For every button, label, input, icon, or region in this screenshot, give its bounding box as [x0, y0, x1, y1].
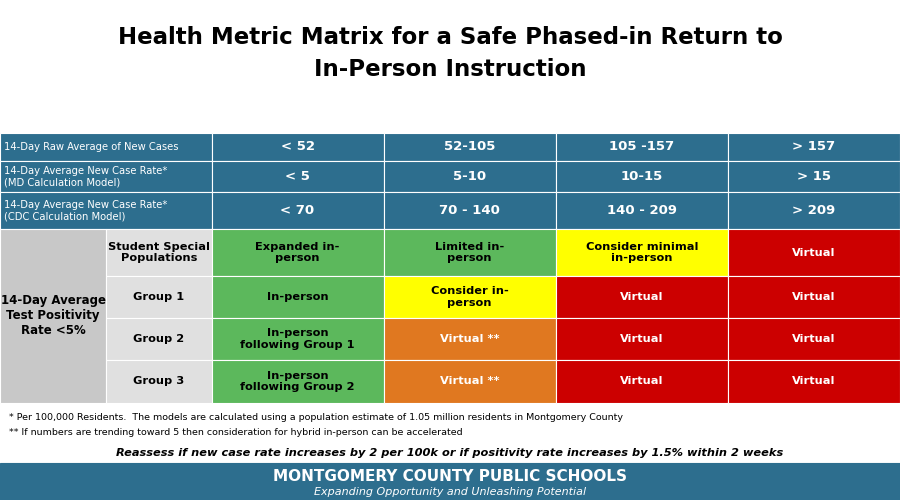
Bar — [212, 192, 383, 230]
Bar — [0, 230, 106, 402]
Text: 52-105: 52-105 — [444, 140, 495, 153]
Bar — [728, 318, 900, 360]
Text: Virtual: Virtual — [620, 334, 663, 344]
Text: Consider minimal
in-person: Consider minimal in-person — [586, 242, 698, 264]
Bar — [556, 360, 728, 403]
Bar — [728, 360, 900, 403]
Text: * Per 100,000 Residents.  The models are calculated using a population estimate : * Per 100,000 Residents. The models are … — [9, 413, 623, 422]
Text: Group 2: Group 2 — [133, 334, 184, 344]
Bar — [556, 230, 728, 276]
Text: 14-Day Average
Test Positivity
Rate <5%: 14-Day Average Test Positivity Rate <5% — [1, 294, 105, 338]
Bar — [383, 132, 556, 160]
Text: 14-Day Average New Case Rate*
(MD Calculation Model): 14-Day Average New Case Rate* (MD Calcul… — [4, 166, 168, 187]
Bar — [383, 160, 556, 192]
Bar — [212, 230, 383, 276]
Text: < 70: < 70 — [281, 204, 315, 217]
Text: Virtual: Virtual — [792, 248, 836, 258]
Bar — [383, 192, 556, 230]
Text: Virtual **: Virtual ** — [440, 376, 500, 386]
Bar — [556, 132, 728, 160]
Text: Expanded in-
person: Expanded in- person — [256, 242, 340, 264]
Text: 5-10: 5-10 — [453, 170, 486, 183]
Text: > 15: > 15 — [796, 170, 831, 183]
Bar — [106, 318, 212, 360]
Bar — [0, 160, 212, 192]
Text: < 52: < 52 — [281, 140, 315, 153]
Bar — [0, 132, 212, 160]
Bar — [0, 192, 212, 230]
Text: 105 -157: 105 -157 — [609, 140, 674, 153]
Text: MONTGOMERY COUNTY PUBLIC SCHOOLS: MONTGOMERY COUNTY PUBLIC SCHOOLS — [273, 469, 627, 484]
Text: 140 - 209: 140 - 209 — [607, 204, 677, 217]
Text: > 209: > 209 — [792, 204, 835, 217]
Bar — [212, 318, 383, 360]
Bar — [728, 276, 900, 318]
Bar — [106, 276, 212, 318]
Bar — [556, 192, 728, 230]
Bar — [728, 192, 900, 230]
Text: Limited in-
person: Limited in- person — [435, 242, 504, 264]
Bar — [728, 160, 900, 192]
Bar — [728, 132, 900, 160]
Bar — [106, 360, 212, 403]
Bar — [212, 160, 383, 192]
Bar — [212, 276, 383, 318]
Bar — [106, 230, 212, 276]
Text: Reassess if new case rate increases by 2 per 100k or if positivity rate increase: Reassess if new case rate increases by 2… — [116, 448, 784, 458]
Bar — [728, 230, 900, 276]
Text: Virtual **: Virtual ** — [440, 334, 500, 344]
Text: 14-Day Raw Average of New Cases: 14-Day Raw Average of New Cases — [4, 142, 179, 152]
Text: 14-Day Average New Case Rate*
(CDC Calculation Model): 14-Day Average New Case Rate* (CDC Calcu… — [4, 200, 168, 222]
Text: Health Metric Matrix for a Safe Phased-in Return to: Health Metric Matrix for a Safe Phased-i… — [118, 26, 782, 49]
Text: Virtual: Virtual — [792, 292, 836, 302]
Bar — [383, 360, 556, 403]
Bar — [556, 318, 728, 360]
Text: Expanding Opportunity and Unleashing Potential: Expanding Opportunity and Unleashing Pot… — [314, 487, 586, 497]
Bar — [556, 276, 728, 318]
Text: Consider in-
person: Consider in- person — [431, 286, 508, 308]
Bar — [0, 0, 900, 90]
Text: > 157: > 157 — [792, 140, 835, 153]
Bar — [383, 318, 556, 360]
Text: In-person: In-person — [266, 292, 328, 302]
Text: Virtual: Virtual — [792, 376, 836, 386]
Text: Group 3: Group 3 — [133, 376, 184, 386]
Bar — [0, 462, 900, 500]
Text: In-person
following Group 2: In-person following Group 2 — [240, 370, 355, 392]
Text: ** If numbers are trending toward 5 then consideration for hybrid in-person can : ** If numbers are trending toward 5 then… — [9, 428, 463, 437]
Text: Virtual: Virtual — [620, 292, 663, 302]
Text: < 5: < 5 — [285, 170, 310, 183]
Bar — [383, 230, 556, 276]
Bar — [212, 132, 383, 160]
Text: Virtual: Virtual — [792, 334, 836, 344]
Text: Virtual: Virtual — [620, 376, 663, 386]
Text: Student Special
Populations: Student Special Populations — [108, 242, 210, 264]
Text: In-Person Instruction: In-Person Instruction — [314, 58, 586, 82]
Bar — [383, 276, 556, 318]
Bar — [212, 360, 383, 403]
Text: 10-15: 10-15 — [621, 170, 663, 183]
Text: In-person
following Group 1: In-person following Group 1 — [240, 328, 355, 350]
Text: Group 1: Group 1 — [133, 292, 184, 302]
Text: 70 - 140: 70 - 140 — [439, 204, 500, 217]
Bar — [556, 160, 728, 192]
